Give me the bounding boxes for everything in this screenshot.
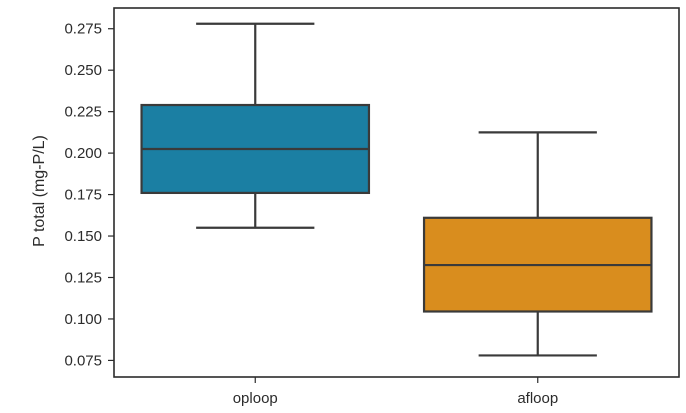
y-tick-label: 0.275 [64,21,102,38]
y-tick-label: 0.100 [64,311,102,328]
x-tick-label: afloop [517,390,558,407]
y-axis-ticks: 0.075 0.100 0.125 0.150 0.175 0.200 0.225 0.250… [64,21,114,369]
y-tick-label: 0.250 [64,62,102,79]
y-tick-label: 0.150 [64,228,102,245]
box-oploop [140,22,371,229]
y-tick-label: 0.175 [64,187,102,204]
y-tick-label: 0.200 [64,145,102,162]
x-tick-label: oploop [233,390,278,407]
y-tick-label: 0.125 [64,269,102,286]
y-tick-label: 0.075 [64,352,102,369]
plot-area [140,22,653,357]
plot-frame [113,7,680,378]
y-tick-label: 0.225 [64,104,102,121]
y-axis-label: P total (mg-P/L) [31,135,48,247]
x-axis-ticks: oploop afloop [233,377,558,407]
box-afloop [422,131,653,357]
